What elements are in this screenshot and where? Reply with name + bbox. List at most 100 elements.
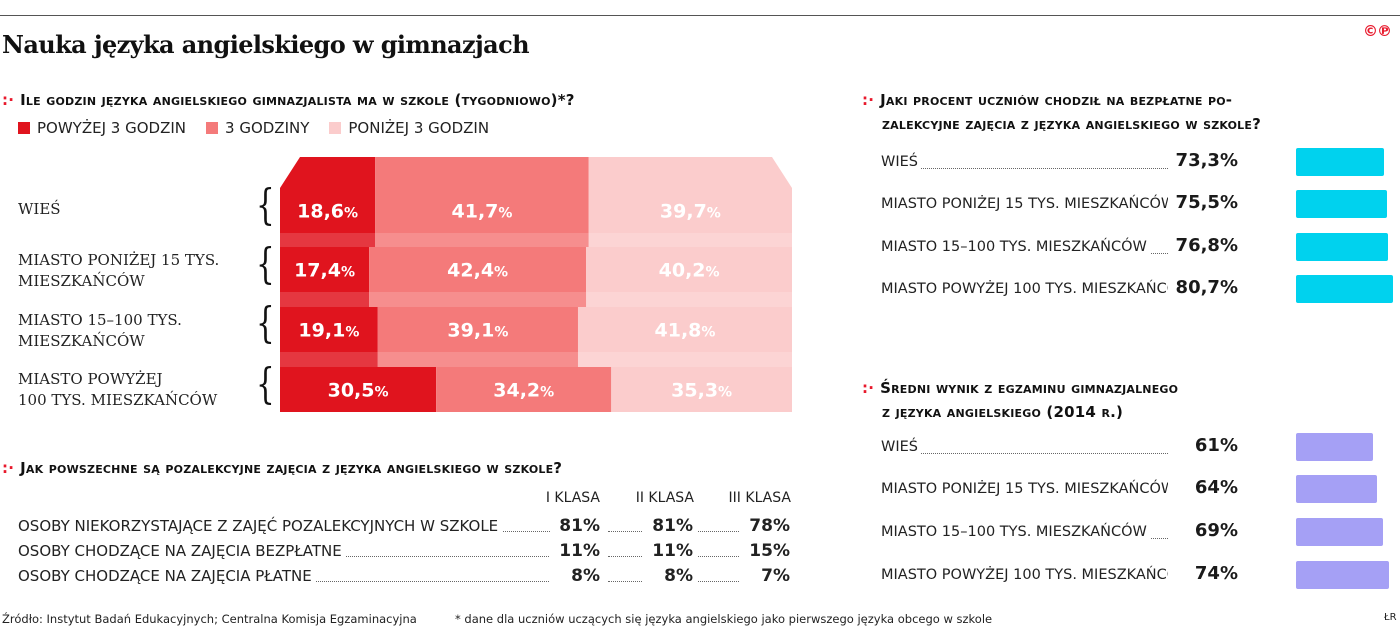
bar <box>1296 148 1384 176</box>
data-label: 17,4% <box>294 260 355 282</box>
bar-row: WIEŚ 73,3% <box>881 148 1400 178</box>
cell-value: 8% <box>550 566 600 586</box>
bar-row: MIASTO POWYŻEJ 100 TYS. MIESZKAŃCÓW 80,7% <box>881 275 1400 305</box>
bar-connector <box>586 292 792 307</box>
data-label: 42,4% <box>447 260 508 282</box>
column-header-class-2: II KLASA <box>635 490 694 506</box>
dot-leader <box>698 581 773 582</box>
bar-segment <box>375 188 589 233</box>
footnote: * dane dla uczniów uczących się języka a… <box>455 612 993 626</box>
category-line: 100 TYS. MIESZKAŃCÓW <box>18 391 218 409</box>
bar-value: 75,5% <box>1168 192 1238 213</box>
brace-icon: { <box>256 180 275 229</box>
data-label: 41,7% <box>452 201 513 223</box>
legend-label: POWYŻEJ 3 GODZIN <box>37 119 187 137</box>
cell-value: 11% <box>643 541 693 561</box>
bar-connector <box>280 292 370 307</box>
dot-leader <box>881 168 1232 169</box>
heading-exam-score: :· Średni wynik z egzaminu gimnazjalnego … <box>862 376 1400 424</box>
data-label: 41,8% <box>655 320 716 342</box>
bar-label: MIASTO POWYŻEJ 100 TYS. MIESZKAŃCÓW <box>881 567 1196 583</box>
brace-icon: { <box>256 359 275 408</box>
bar <box>1296 275 1393 303</box>
bar-label: MIASTO 15–100 TYS. MIESZKAŃCÓW <box>881 239 1150 255</box>
legend-swatch-mid <box>206 122 219 134</box>
bullet-icon: :· <box>2 459 15 477</box>
bar-label: MIASTO PONIŻEJ 15 TYS. MIESZKAŃCÓW <box>881 481 1179 497</box>
dot-leader <box>698 556 773 557</box>
bar <box>1296 561 1390 589</box>
cell-value: 78% <box>740 516 790 536</box>
bar-row: MIASTO POWYŻEJ 100 TYS. MIESZKAŃCÓW 74% <box>881 561 1400 591</box>
bar-segment <box>377 307 578 352</box>
bar-connector <box>280 233 376 247</box>
heading-line: :· Jaki procent uczniów chodził na bezpła… <box>862 88 1400 112</box>
heading-hours-text: Ile godzin języka angielskiego gimnazjal… <box>20 91 575 109</box>
legend-item-below-3: PONIŻEJ 3 GODZIN <box>329 119 489 137</box>
bar-connector <box>588 233 792 247</box>
bullet-icon: :· <box>862 379 875 397</box>
legend-item-3: 3 GODZINY <box>206 119 309 137</box>
bar-segment <box>280 247 370 292</box>
category-line: MIASTO POWYŻEJ <box>18 370 163 388</box>
bar-value: 76,8% <box>1168 235 1238 256</box>
row-label: OSOBY NIEKORZYSTAJĄCE Z ZAJĘĆ POZALEKCYJ… <box>18 517 503 535</box>
category-label-village: WIEŚ <box>18 199 253 220</box>
legend-label: 3 GODZINY <box>225 119 310 137</box>
bar-row: MIASTO PONIŻEJ 15 TYS. MIESZKAŃCÓW 75,5% <box>881 190 1400 220</box>
dot-leader <box>881 453 1232 454</box>
heading-extracurricular-text: Jak powszechne są pozalekcyjne zajęcia z… <box>20 459 563 477</box>
table-row: OSOBY NIEKORZYSTAJĄCE Z ZAJĘĆ POZALEKCYJ… <box>18 516 793 541</box>
cell-value: 81% <box>643 516 693 536</box>
bar-label: MIASTO POWYŻEJ 100 TYS. MIESZKAŃCÓW <box>881 281 1196 297</box>
column-header-class-1: I KLASA <box>545 490 600 506</box>
bar-value: 74% <box>1168 563 1238 584</box>
bar <box>1296 518 1383 546</box>
data-label: 39,7% <box>660 201 721 223</box>
bar <box>1296 190 1387 218</box>
bar-bevel <box>375 157 589 188</box>
bar-bevel <box>280 157 376 188</box>
copyright-logo: ©℗ <box>1363 22 1392 40</box>
bullet-icon: :· <box>862 91 875 109</box>
bar-segment <box>280 307 378 352</box>
bar-value: 69% <box>1168 520 1238 541</box>
row-label: OSOBY CHODZĄCE NA ZAJĘCIA PŁATNE <box>18 567 316 585</box>
brace-icon: { <box>256 298 275 347</box>
bar-segment <box>611 367 792 412</box>
top-rule <box>0 15 1400 16</box>
heading-extracurricular: :· Jak powszechne są pozalekcyjne zajęcia… <box>2 456 822 480</box>
bar-label: WIEŚ <box>881 154 921 170</box>
category-line: WIEŚ <box>18 200 61 218</box>
bar-connector <box>280 352 378 367</box>
legend-item-above-3: POWYŻEJ 3 GODZIN <box>18 119 186 137</box>
brace-icon: { <box>256 239 275 288</box>
bullet-icon: :· <box>2 91 15 109</box>
legend-hours: POWYŻEJ 3 GODZIN 3 GODZINY PONIŻEJ 3 GOD… <box>18 119 489 137</box>
bar-value: 73,3% <box>1168 150 1238 171</box>
bar-segment <box>369 247 587 292</box>
data-label: 19,1% <box>298 320 359 342</box>
category-label-small-town: MIASTO PONIŻEJ 15 TYS. MIESZKAŃCÓW <box>18 250 253 292</box>
bar-connector <box>369 292 587 307</box>
data-label: 30,5% <box>328 380 389 402</box>
bar-label: MIASTO 15–100 TYS. MIESZKAŃCÓW <box>881 524 1150 540</box>
page-title: Nauka języka angielskiego w gimnazjach <box>2 30 530 59</box>
bar-segment <box>586 247 792 292</box>
cell-value: 81% <box>550 516 600 536</box>
table-row: OSOBY CHODZĄCE NA ZAJĘCIA BEZPŁATNE 11% … <box>18 541 793 566</box>
data-label: 18,6% <box>297 201 358 223</box>
category-line: MIESZKAŃCÓW <box>18 272 145 290</box>
bar-segment <box>577 307 792 352</box>
cell-value: 7% <box>740 566 790 586</box>
bar-segment <box>588 188 792 233</box>
author-initials: ŁR <box>1384 612 1397 623</box>
legend-swatch-light <box>329 122 342 134</box>
bar-label: MIASTO PONIŻEJ 15 TYS. MIESZKAŃCÓW <box>881 196 1179 212</box>
heading-line: :· Średni wynik z egzaminu gimnazjalnego <box>862 376 1400 400</box>
bar-value: 64% <box>1168 477 1238 498</box>
row-label: OSOBY CHODZĄCE NA ZAJĘCIA BEZPŁATNE <box>18 542 346 560</box>
data-label: 34,2% <box>493 380 554 402</box>
heading-free-classes: :· Jaki procent uczniów chodził na bezpła… <box>862 88 1400 136</box>
